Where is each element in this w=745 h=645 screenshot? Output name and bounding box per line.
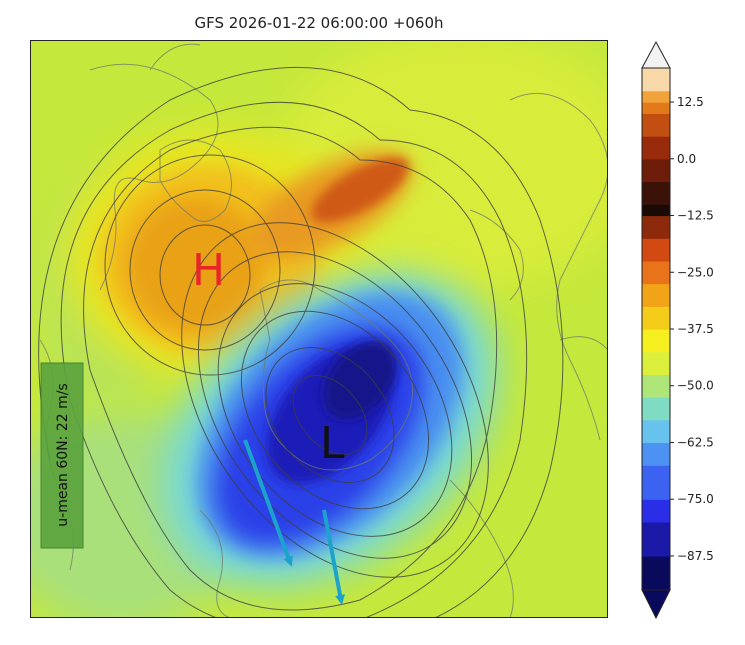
colorbar-swatch <box>642 192 670 205</box>
colorbar-swatch <box>642 578 670 591</box>
colorbar-swatch <box>642 363 670 375</box>
colorbar-tick-label: 0.0 <box>677 152 696 166</box>
colorbar-swatch <box>642 306 670 319</box>
colorbar-swatch <box>642 442 670 455</box>
colorbar-swatch <box>642 204 670 217</box>
colorbar-swatch <box>642 317 670 330</box>
colorbar-swatch <box>642 510 670 523</box>
colorbar-tick-label: −50.0 <box>677 379 714 393</box>
colorbar-tick-label: −12.5 <box>677 209 714 223</box>
high-pressure-label: H <box>192 245 225 296</box>
colorbar-swatches <box>642 68 670 591</box>
umean-annotation-box: u-mean 60N: 22 m/s <box>40 362 84 549</box>
colorbar-ticks: 12.5 0.0 −12.5 −25.0 −37.5 −50.0 −62.5 −75.0 −87… <box>670 95 714 563</box>
colorbar: 12.5 0.0 −12.5 −25.0 −37.5 −50.0 −62.5 −75.0 −87… <box>641 40 714 620</box>
colorbar-swatch <box>642 340 670 353</box>
colorbar-swatch <box>642 544 670 557</box>
colorbar-tick-label: 12.5 <box>677 95 704 109</box>
umean-label: u-mean 60N: 22 m/s <box>55 383 71 526</box>
colorbar-swatch <box>642 226 670 239</box>
colorbar-extend-top <box>641 40 671 69</box>
colorbar-swatch <box>642 533 670 546</box>
colorbar-swatch <box>642 374 670 387</box>
colorbar-swatch <box>642 397 670 410</box>
colorbar-swatch <box>642 487 670 500</box>
colorbar-swatch <box>642 283 670 296</box>
colorbar-swatch <box>642 136 670 149</box>
colorbar-swatch <box>642 272 670 285</box>
trend-arrow-2 <box>322 509 345 605</box>
colorbar-tick-label: −25.0 <box>677 265 714 279</box>
colorbar-swatch <box>642 408 670 421</box>
colorbar-swatch <box>642 499 670 512</box>
colorbar-tick-label: −75.0 <box>677 492 714 506</box>
colorbar-swatch <box>642 181 670 194</box>
colorbar-swatch <box>642 79 670 92</box>
colorbar-swatch <box>642 453 670 466</box>
polar-stereographic-map: H L u-mean 60N: 22 m/s <box>30 40 608 618</box>
colorbar-swatch <box>642 158 670 171</box>
colorbar-swatch <box>642 249 670 262</box>
colorbar-swatch <box>642 170 670 183</box>
colorbar-tick-label: −37.5 <box>677 322 714 336</box>
colorbar-swatch <box>642 555 670 568</box>
contour-lines <box>38 66 564 618</box>
colorbar-tick-label: −87.5 <box>677 549 714 563</box>
colorbar-swatch <box>642 465 670 478</box>
colorbar-swatch <box>642 102 670 114</box>
colorbar-swatch <box>642 260 670 273</box>
colorbar-swatch <box>642 351 670 364</box>
colorbar-swatch <box>642 476 670 489</box>
colorbar-swatch <box>642 521 670 534</box>
map-title: GFS 2026-01-22 06:00:00 +060h <box>194 14 444 32</box>
colorbar-swatch <box>642 567 670 580</box>
colorbar-tick-label: −62.5 <box>677 435 714 449</box>
trend-arrow-1 <box>243 439 293 567</box>
colorbar-extend-bottom <box>641 589 671 620</box>
colorbar-swatch <box>642 431 670 444</box>
colorbar-swatch <box>642 68 670 80</box>
colorbar-swatch <box>642 238 670 251</box>
colorbar-swatch <box>642 124 670 137</box>
colorbar-swatch <box>642 419 670 432</box>
colorbar-swatch <box>642 329 670 341</box>
colorbar-swatch <box>642 385 670 398</box>
colorbar-swatch <box>642 90 670 103</box>
colorbar-swatch <box>642 215 670 228</box>
colorbar-swatch <box>642 113 670 126</box>
low-pressure-label: L <box>320 418 345 469</box>
colorbar-swatch <box>642 147 670 160</box>
colorbar-swatch <box>642 294 670 307</box>
